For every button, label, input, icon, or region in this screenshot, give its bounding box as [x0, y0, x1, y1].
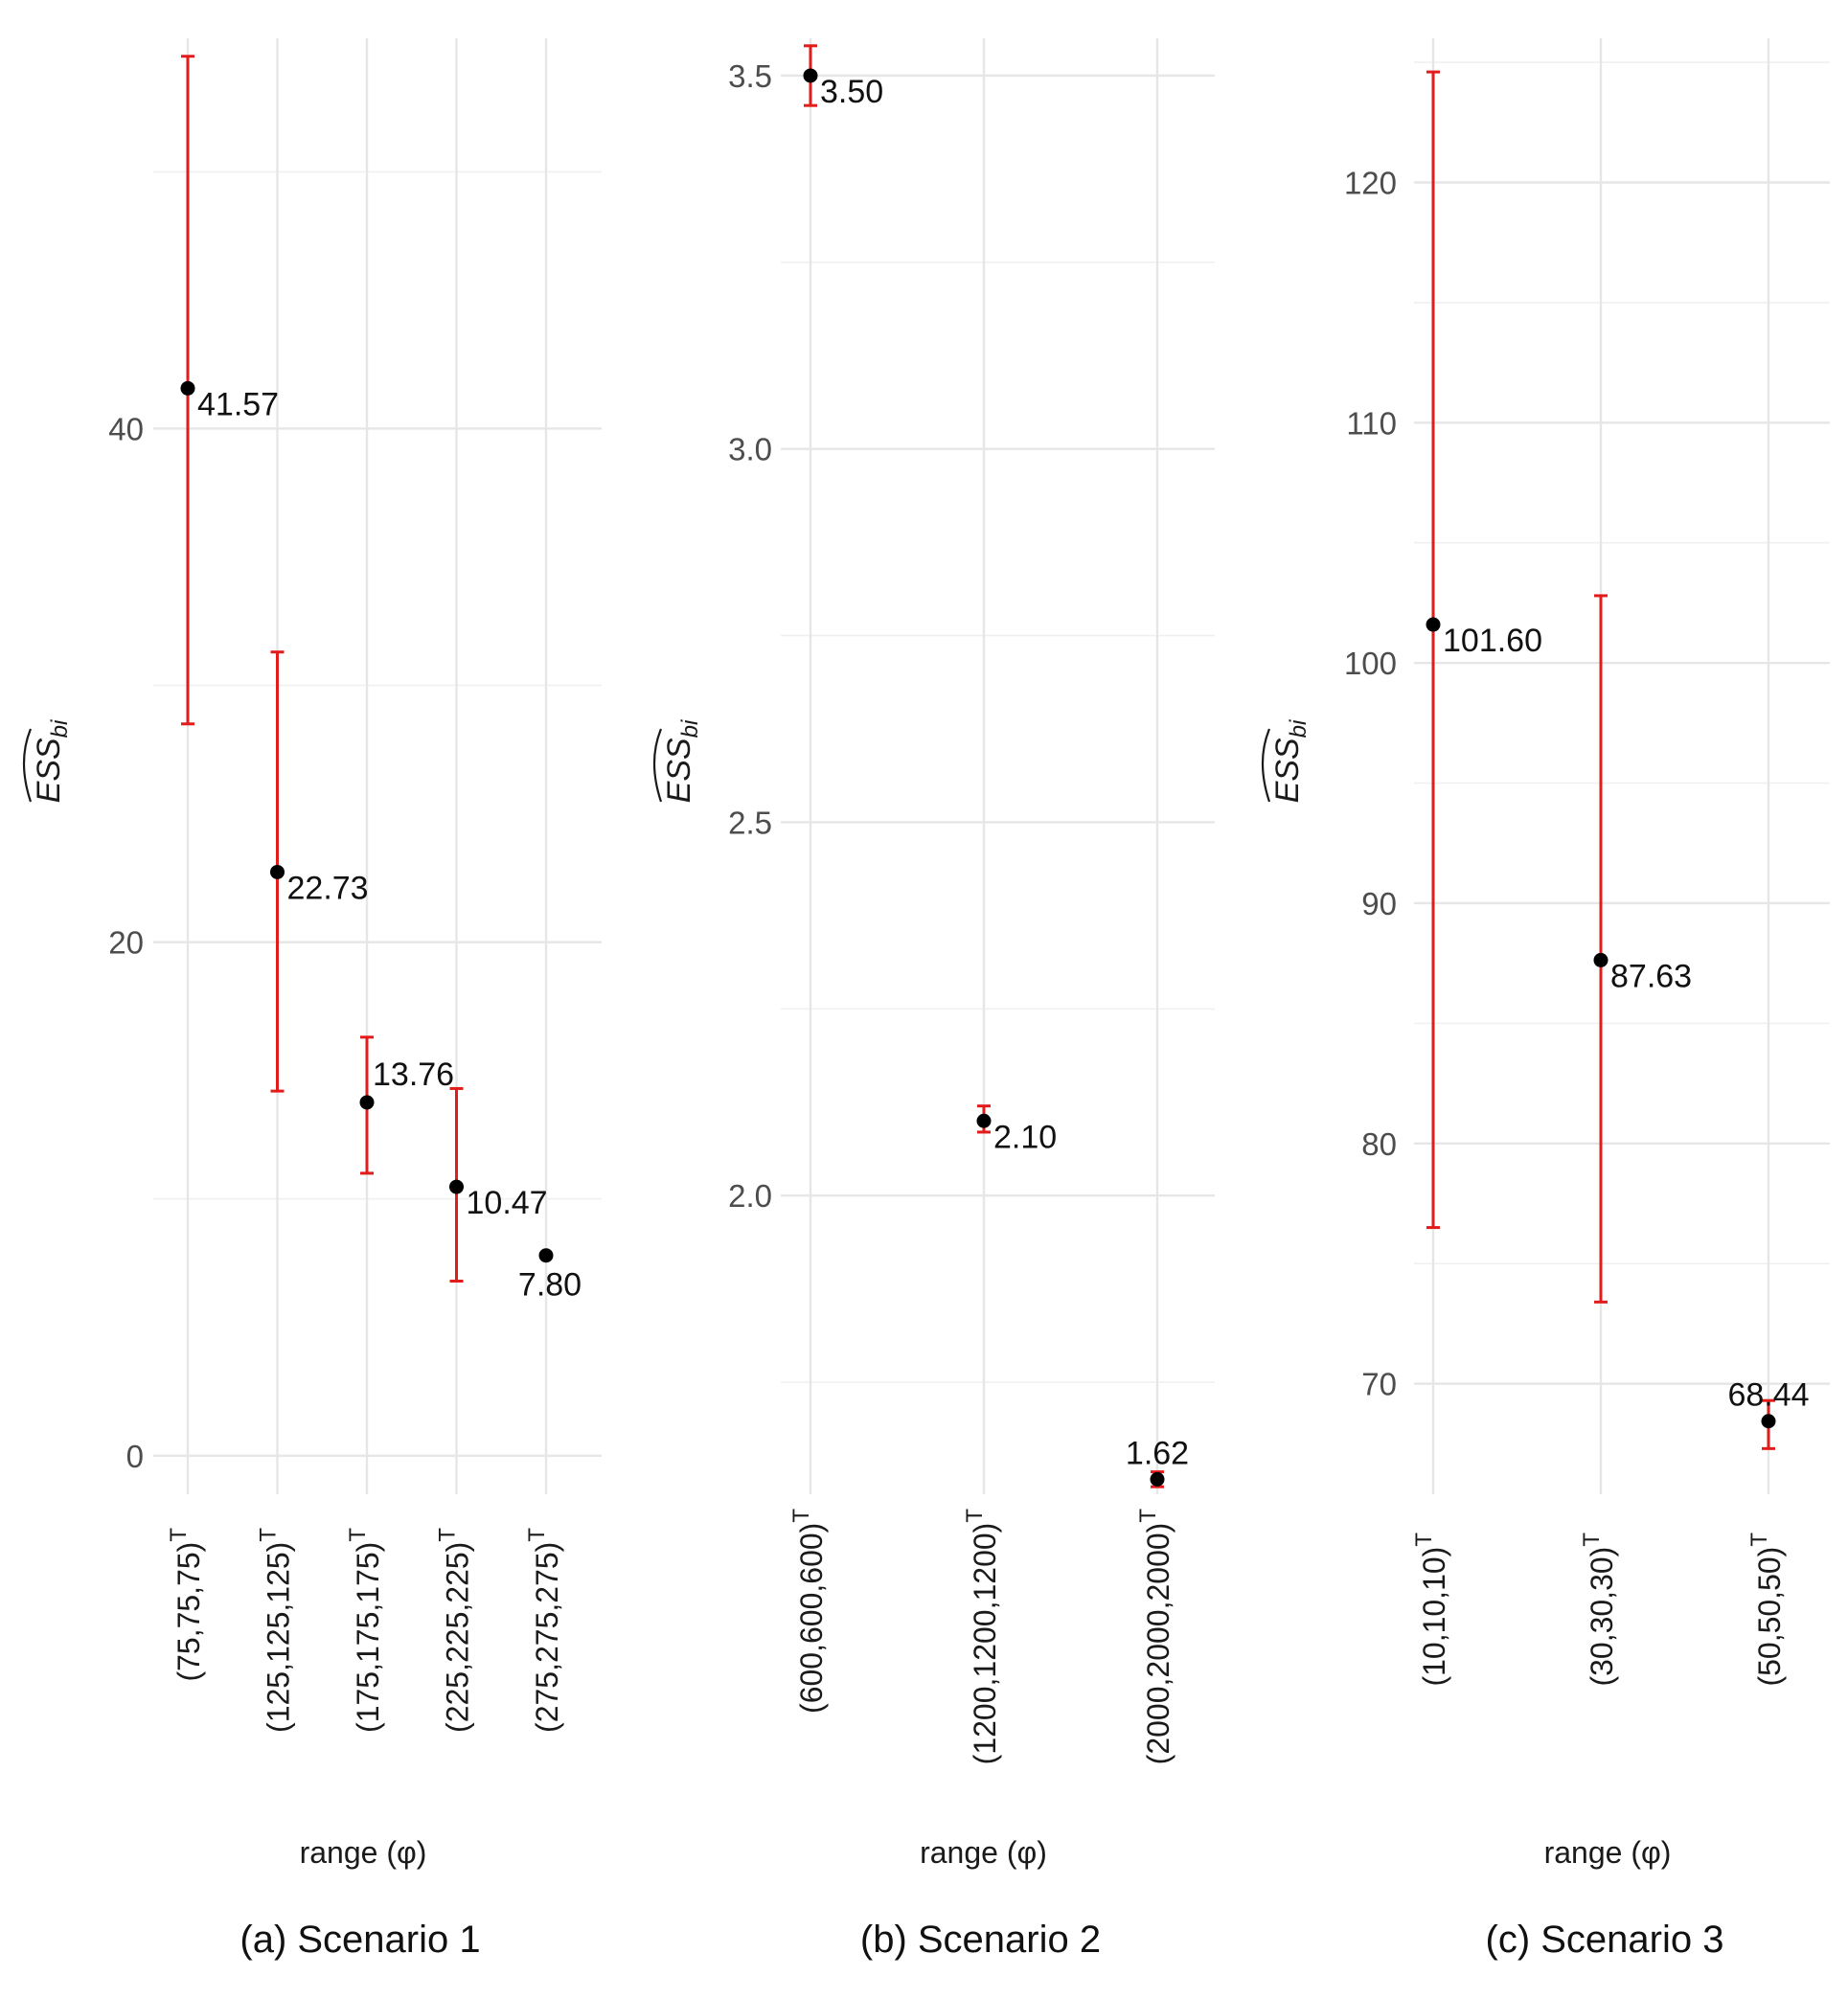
y-axis-title-hat — [652, 728, 663, 803]
data-point — [1593, 952, 1608, 967]
y-axis-title: ESSbi — [22, 719, 73, 803]
y-tick-label: 70 — [1361, 1367, 1397, 1402]
x-tick-superscript: T — [435, 1528, 461, 1542]
x-tick-text: (175,175,175) — [351, 1542, 385, 1733]
y-axis-title-text: ESSbi — [31, 719, 73, 803]
data-label: 41.57 — [197, 386, 279, 422]
y-axis-title-main: ESS — [31, 738, 67, 803]
panel-scenario-3: 70 80 90 100 110 120 101.60 87.63 68.44 (10,10,10… — [1261, 38, 1830, 1961]
y-tick-label: 80 — [1361, 1126, 1397, 1162]
x-tick-label: (75,75,75)T — [166, 1528, 206, 1682]
data-label: 10.47 — [467, 1185, 548, 1221]
data-label: 2.10 — [993, 1119, 1057, 1155]
data-label: 22.73 — [287, 870, 369, 906]
y-tick-label: 3.5 — [728, 58, 772, 94]
x-tick-text: (2000,2000,2000) — [1141, 1523, 1175, 1765]
x-tick-superscript: T — [524, 1528, 550, 1542]
x-tick-superscript: T — [256, 1528, 282, 1542]
x-axis-title: range (φ) — [300, 1835, 427, 1870]
y-axis-title-text: ESSbi — [661, 719, 703, 803]
data-label: 87.63 — [1610, 958, 1692, 994]
y-tick-label: 40 — [108, 411, 144, 446]
x-tick-text: (600,600,600) — [794, 1523, 829, 1714]
y-tick-label: 2.5 — [728, 805, 772, 840]
y-tick-label: 20 — [108, 925, 144, 961]
y-axis-title-subscript: bi — [47, 719, 73, 738]
x-tick-superscript: T — [345, 1528, 371, 1542]
data-label: 3.50 — [820, 74, 883, 110]
panel-scenario-1: 0204041.5722.7313.7610.477.80(75,75,75)T… — [22, 38, 602, 1961]
y-axis-title-subscript: bi — [677, 719, 703, 738]
y-axis-title-main: ESS — [1269, 738, 1306, 803]
x-tick-superscript: T — [788, 1509, 814, 1523]
y-axis-title: ESSbi — [1261, 719, 1312, 803]
x-tick-superscript: T — [1135, 1509, 1161, 1523]
x-tick-label: (10,10,10)T — [1411, 1533, 1451, 1687]
data-point — [1426, 617, 1441, 632]
y-axis-title-hat — [1261, 728, 1271, 803]
error-bar — [1594, 594, 1608, 1304]
x-tick-text: (75,75,75) — [171, 1542, 206, 1682]
y-axis-title-subscript: bi — [1286, 719, 1312, 738]
x-tick-text: (275,275,275) — [530, 1542, 564, 1733]
panel-caption: (a) Scenario 1 — [240, 1919, 480, 1961]
data-point — [270, 864, 285, 879]
x-tick-label: (175,175,175)T — [345, 1528, 385, 1733]
x-tick-label: (125,125,125)T — [256, 1528, 296, 1733]
error-bar — [1426, 70, 1440, 1230]
y-tick-label: 100 — [1344, 646, 1397, 681]
y-tick-label: 2.0 — [728, 1178, 772, 1214]
x-tick-superscript: T — [1746, 1533, 1772, 1547]
x-tick-superscript: T — [1579, 1533, 1605, 1547]
data-point — [976, 1113, 992, 1128]
x-tick-superscript: T — [1411, 1533, 1437, 1547]
x-axis-title: range (φ) — [920, 1835, 1047, 1870]
x-tick-label: (600,600,600)T — [788, 1509, 829, 1714]
y-axis-title-hat — [22, 728, 33, 803]
x-tick-label: (2000,2000,2000)T — [1135, 1509, 1175, 1765]
x-tick-label: (275,275,275)T — [524, 1528, 564, 1733]
y-tick-label: 90 — [1361, 886, 1397, 921]
x-tick-superscript: T — [166, 1528, 192, 1542]
data-point — [1150, 1471, 1165, 1487]
data-point — [538, 1248, 554, 1263]
x-tick-label: (225,225,225)T — [435, 1528, 475, 1733]
x-tick-text: (10,10,10) — [1417, 1547, 1451, 1687]
data-point — [359, 1095, 375, 1110]
data-label: 1.62 — [1126, 1435, 1189, 1471]
x-tick-text: (125,125,125) — [262, 1542, 296, 1733]
y-tick-label: 110 — [1346, 405, 1397, 441]
x-tick-text: (1200,1200,1200) — [968, 1523, 1002, 1765]
x-tick-label: (30,30,30)T — [1579, 1533, 1619, 1687]
y-tick-label: 0 — [126, 1439, 144, 1474]
x-tick-label: (1200,1200,1200)T — [962, 1509, 1002, 1765]
data-label: 68.44 — [1727, 1377, 1809, 1414]
data-point — [1761, 1414, 1776, 1429]
x-tick-label: (50,50,50)T — [1746, 1533, 1787, 1687]
y-axis-title: ESSbi — [652, 719, 703, 803]
y-tick-label: 120 — [1344, 165, 1397, 200]
y-axis-title-main: ESS — [661, 738, 697, 803]
y-tick-label: 3.0 — [728, 432, 772, 467]
panel-caption: (b) Scenario 2 — [860, 1919, 1101, 1961]
x-axis-title: range (φ) — [1544, 1835, 1672, 1870]
x-tick-text: (30,30,30) — [1585, 1547, 1619, 1687]
x-tick-text: (50,50,50) — [1752, 1547, 1787, 1687]
data-point — [803, 68, 818, 83]
panel-scenario-2: 2.02.53.03.5 3.502.101.62(600,600,600)T(1… — [652, 38, 1215, 1961]
data-label: 101.60 — [1443, 623, 1542, 659]
data-label: 13.76 — [373, 1056, 454, 1093]
panel-caption: (c) Scenario 3 — [1486, 1919, 1724, 1961]
x-tick-superscript: T — [962, 1509, 988, 1523]
x-tick-text: (225,225,225) — [441, 1542, 475, 1733]
data-point — [449, 1179, 464, 1194]
y-axis-title-text: ESSbi — [1269, 719, 1312, 803]
data-point — [180, 380, 195, 396]
data-label: 7.80 — [518, 1267, 582, 1304]
